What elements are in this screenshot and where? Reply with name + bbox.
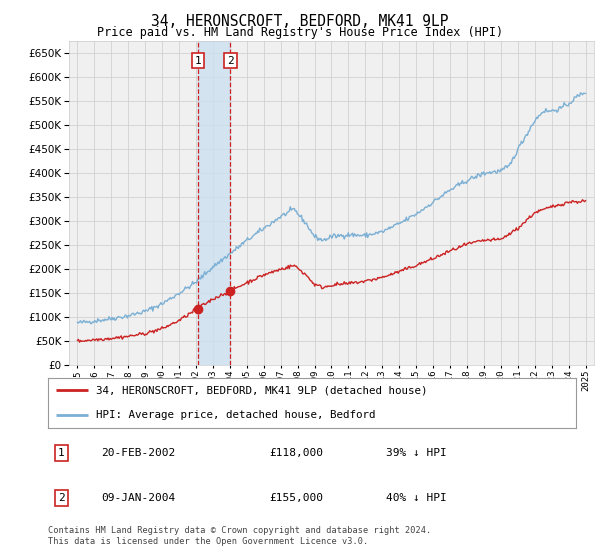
Text: £155,000: £155,000 [270, 493, 324, 503]
Text: £118,000: £118,000 [270, 449, 324, 459]
Text: 1: 1 [195, 55, 202, 66]
Text: HPI: Average price, detached house, Bedford: HPI: Average price, detached house, Bedf… [95, 410, 375, 421]
Text: 39% ↓ HPI: 39% ↓ HPI [386, 449, 446, 459]
Bar [198, 41, 230, 365]
Text: Contains HM Land Registry data © Crown copyright and database right 2024.
This d: Contains HM Land Registry data © Crown c… [48, 526, 431, 546]
Text: 2: 2 [227, 55, 234, 66]
Text: Price paid vs. HM Land Registry's House Price Index (HPI): Price paid vs. HM Land Registry's House … [97, 26, 503, 39]
Text: 34, HERONSCROFT, BEDFORD, MK41 9LP: 34, HERONSCROFT, BEDFORD, MK41 9LP [151, 14, 449, 29]
Text: 20-FEB-2002: 20-FEB-2002 [101, 449, 175, 459]
Text: 40% ↓ HPI: 40% ↓ HPI [386, 493, 446, 503]
Text: 09-JAN-2004: 09-JAN-2004 [101, 493, 175, 503]
Text: 34, HERONSCROFT, BEDFORD, MK41 9LP (detached house): 34, HERONSCROFT, BEDFORD, MK41 9LP (deta… [95, 385, 427, 395]
Text: 2: 2 [58, 493, 65, 503]
Text: 1: 1 [58, 449, 65, 459]
